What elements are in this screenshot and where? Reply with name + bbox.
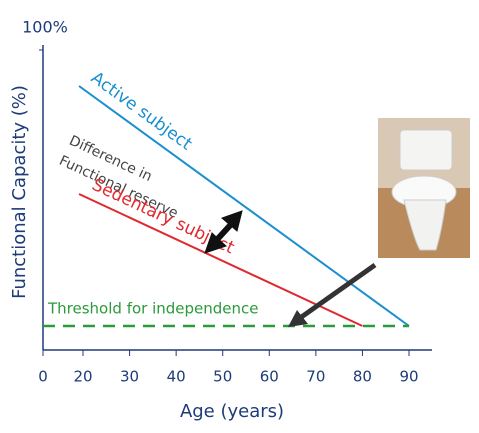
- x-tick-label: 80: [353, 368, 372, 386]
- photo: [378, 118, 470, 258]
- x-tick-label: 30: [120, 368, 139, 386]
- chart: Age (years) Functional Capacity (%) Diff…: [0, 0, 479, 429]
- x-tick-label: 20: [73, 368, 92, 386]
- y-axis-label: Functional Capacity (%): [9, 85, 30, 299]
- x-tick-label: 40: [167, 368, 186, 386]
- x-tick-label: 90: [399, 368, 418, 386]
- series-label: Threshold for independence: [47, 300, 259, 318]
- x-tick-label: 70: [306, 368, 325, 386]
- x-tick-label: 0: [38, 368, 48, 386]
- x-axis-label: Age (years): [180, 401, 284, 422]
- x-tick-label: 50: [213, 368, 232, 386]
- pointer-arrow: [288, 265, 375, 327]
- series-label: Active subject: [87, 68, 196, 155]
- x-tick-label: 60: [260, 368, 279, 386]
- y-tick-label: 100%: [22, 18, 68, 37]
